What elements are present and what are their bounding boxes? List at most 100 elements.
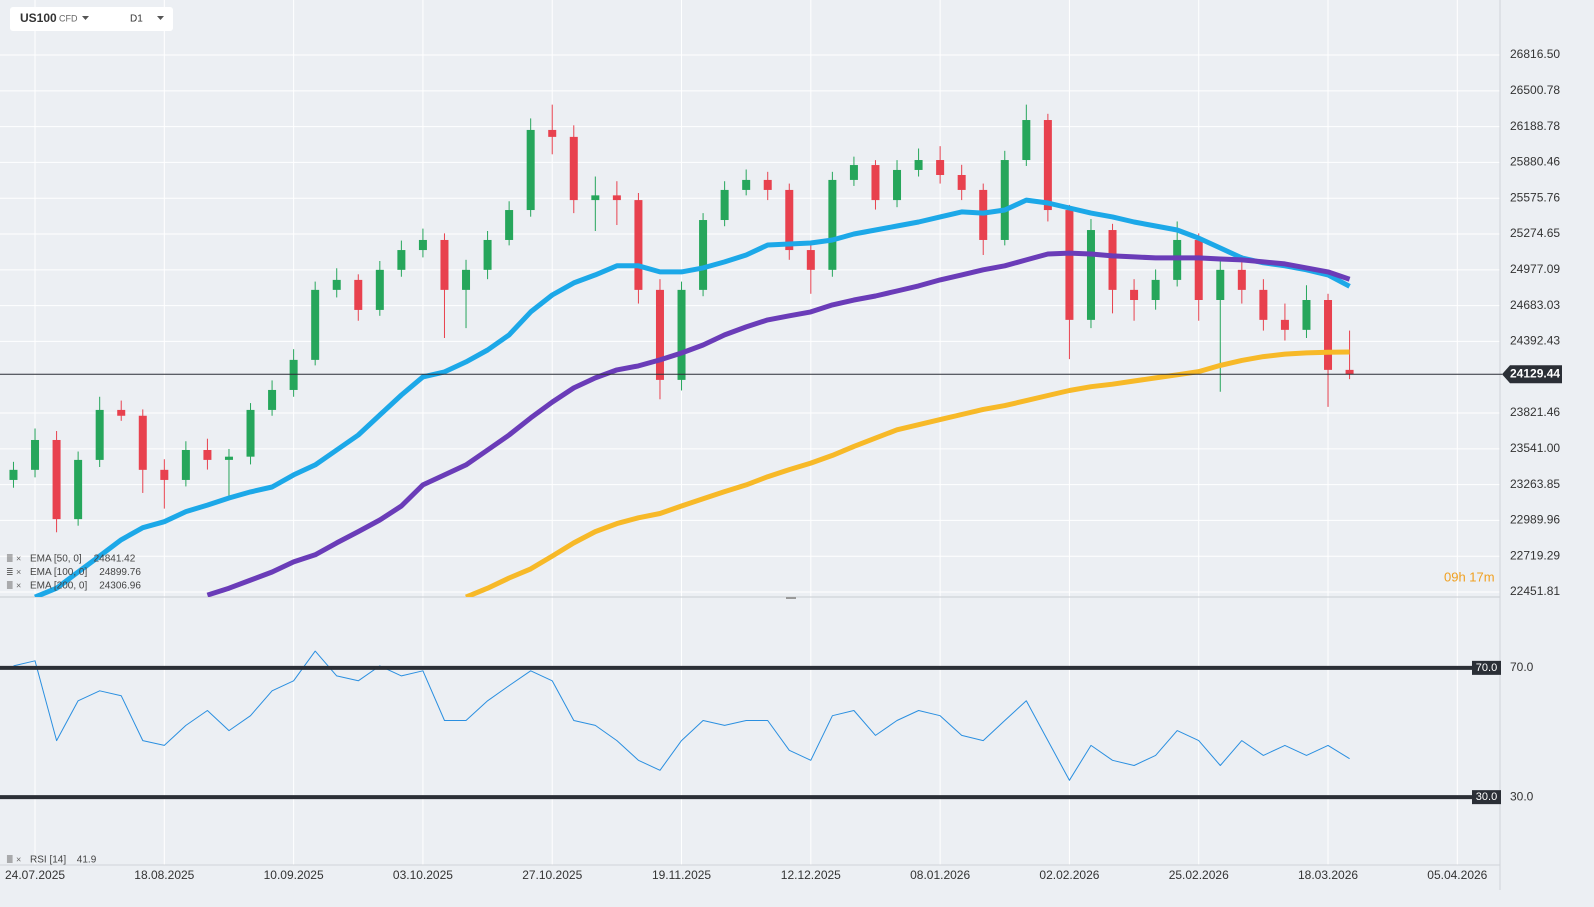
legend-value: 24841.42 bbox=[94, 554, 136, 565]
candle-body bbox=[699, 220, 708, 290]
y-tick-label: 25575.76 bbox=[1510, 190, 1560, 204]
candle-body bbox=[1302, 300, 1311, 330]
candle-body bbox=[569, 136, 578, 201]
candle-body bbox=[203, 449, 212, 460]
candle-body bbox=[375, 269, 384, 310]
x-tick-label: 08.01.2026 bbox=[910, 868, 970, 882]
y-tick-label: 22719.29 bbox=[1510, 548, 1560, 562]
candle-body bbox=[95, 409, 104, 460]
countdown: 09h 17m bbox=[1444, 569, 1495, 584]
legend-name: EMA [50, 0] bbox=[30, 554, 82, 565]
candle-body bbox=[224, 456, 233, 460]
candle-body bbox=[1280, 319, 1289, 330]
y-tick-label: 22989.96 bbox=[1510, 513, 1560, 527]
x-tick-label: 19.11.2025 bbox=[652, 868, 711, 882]
candle-body bbox=[526, 129, 535, 211]
candle-body bbox=[677, 289, 686, 380]
y-tick-label: 26500.78 bbox=[1510, 83, 1560, 97]
x-tick-label: 10.09.2025 bbox=[264, 868, 324, 882]
y-tick-label: 25880.46 bbox=[1510, 155, 1560, 169]
rsi-pane bbox=[13, 650, 1350, 781]
rsi-line bbox=[13, 650, 1350, 781]
ema-line bbox=[206, 250, 1351, 597]
candle-body bbox=[397, 250, 406, 270]
price-pane bbox=[9, 104, 1354, 597]
candle-body bbox=[591, 195, 600, 201]
x-tick-label: 03.10.2025 bbox=[393, 868, 453, 882]
candle-body bbox=[138, 415, 147, 470]
candle-body bbox=[720, 189, 729, 221]
candle-body bbox=[1022, 120, 1031, 161]
candle-body bbox=[1194, 239, 1203, 301]
legend-name: RSI [14] bbox=[30, 855, 66, 866]
ema-line bbox=[465, 349, 1350, 597]
candle-body bbox=[936, 160, 945, 175]
candle-body bbox=[849, 165, 858, 180]
x-tick-label: 02.02.2026 bbox=[1039, 868, 1099, 882]
x-tick-label: 27.10.2025 bbox=[522, 868, 582, 882]
legend-icon: ≣ × bbox=[6, 854, 21, 864]
x-tick-label: 12.12.2025 bbox=[781, 868, 841, 882]
candle-body bbox=[483, 239, 492, 270]
candle-body bbox=[74, 459, 83, 520]
candle-body bbox=[181, 449, 190, 480]
candle-body bbox=[893, 169, 902, 201]
candle-body bbox=[505, 210, 514, 240]
candle-body bbox=[1345, 369, 1354, 375]
legend-name: EMA [200, 0] bbox=[30, 581, 87, 592]
x-tick-label: 18.08.2025 bbox=[134, 868, 194, 882]
instrument-type: CFD bbox=[59, 13, 78, 23]
timeframe[interactable]: D1 bbox=[130, 14, 143, 25]
candle-body bbox=[957, 174, 966, 190]
x-tick-label: 25.02.2026 bbox=[1169, 868, 1229, 882]
legend-value: 41.9 bbox=[77, 855, 97, 866]
candle-body bbox=[548, 129, 557, 137]
legend-icon: ≣ × bbox=[6, 580, 21, 590]
candle-body bbox=[1324, 300, 1333, 370]
candle-body bbox=[634, 200, 643, 290]
candle-body bbox=[1237, 269, 1246, 290]
candle-body bbox=[332, 279, 341, 290]
candle-body bbox=[1043, 120, 1052, 211]
ema-line bbox=[34, 197, 1351, 597]
candle-body bbox=[1086, 230, 1095, 320]
x-tick-label: 05.04.2026 bbox=[1427, 868, 1487, 882]
candle-body bbox=[806, 250, 815, 270]
candle-body bbox=[462, 269, 471, 290]
candle-body bbox=[1065, 210, 1074, 320]
symbol[interactable]: US100 bbox=[20, 11, 57, 25]
candle-body bbox=[1259, 289, 1268, 320]
y-tick-label: 25274.65 bbox=[1510, 226, 1560, 240]
y-tick-label: 24392.43 bbox=[1510, 334, 1560, 348]
level-tag bbox=[1472, 660, 1501, 675]
y-tick-label: 26816.50 bbox=[1510, 47, 1560, 61]
y-tick-label: 70.0 bbox=[1510, 660, 1534, 674]
candle-body bbox=[655, 289, 664, 380]
candle-body bbox=[785, 189, 794, 251]
candle-body bbox=[742, 179, 751, 190]
y-tick-label: 22451.81 bbox=[1510, 584, 1560, 598]
candle-body bbox=[1151, 279, 1160, 301]
legend-value: 24306.96 bbox=[99, 581, 141, 592]
candle-body bbox=[117, 409, 126, 416]
candle-body bbox=[612, 195, 621, 201]
dropdown-arrow[interactable] bbox=[82, 16, 89, 20]
level-tag-label: 30.0 bbox=[1476, 791, 1497, 803]
y-tick-label: 23821.46 bbox=[1510, 405, 1560, 419]
grid bbox=[0, 0, 1500, 865]
dropdown-arrow[interactable] bbox=[157, 16, 164, 20]
y-tick-label: 23541.00 bbox=[1510, 441, 1560, 455]
candle-body bbox=[1000, 160, 1009, 240]
candle-body bbox=[1130, 289, 1139, 301]
candle-body bbox=[354, 279, 363, 310]
candle-body bbox=[246, 409, 255, 457]
legend-icon: ≣ × bbox=[6, 567, 21, 577]
y-tick-label: 24977.09 bbox=[1510, 262, 1560, 276]
candle-body bbox=[418, 239, 427, 251]
candle-body bbox=[871, 165, 880, 201]
candle-body bbox=[440, 239, 449, 290]
candle-body bbox=[763, 179, 772, 190]
overlay: 24.07.2025 18.08.2025 10.09.2025 03.10.2025… bbox=[0, 47, 1562, 882]
